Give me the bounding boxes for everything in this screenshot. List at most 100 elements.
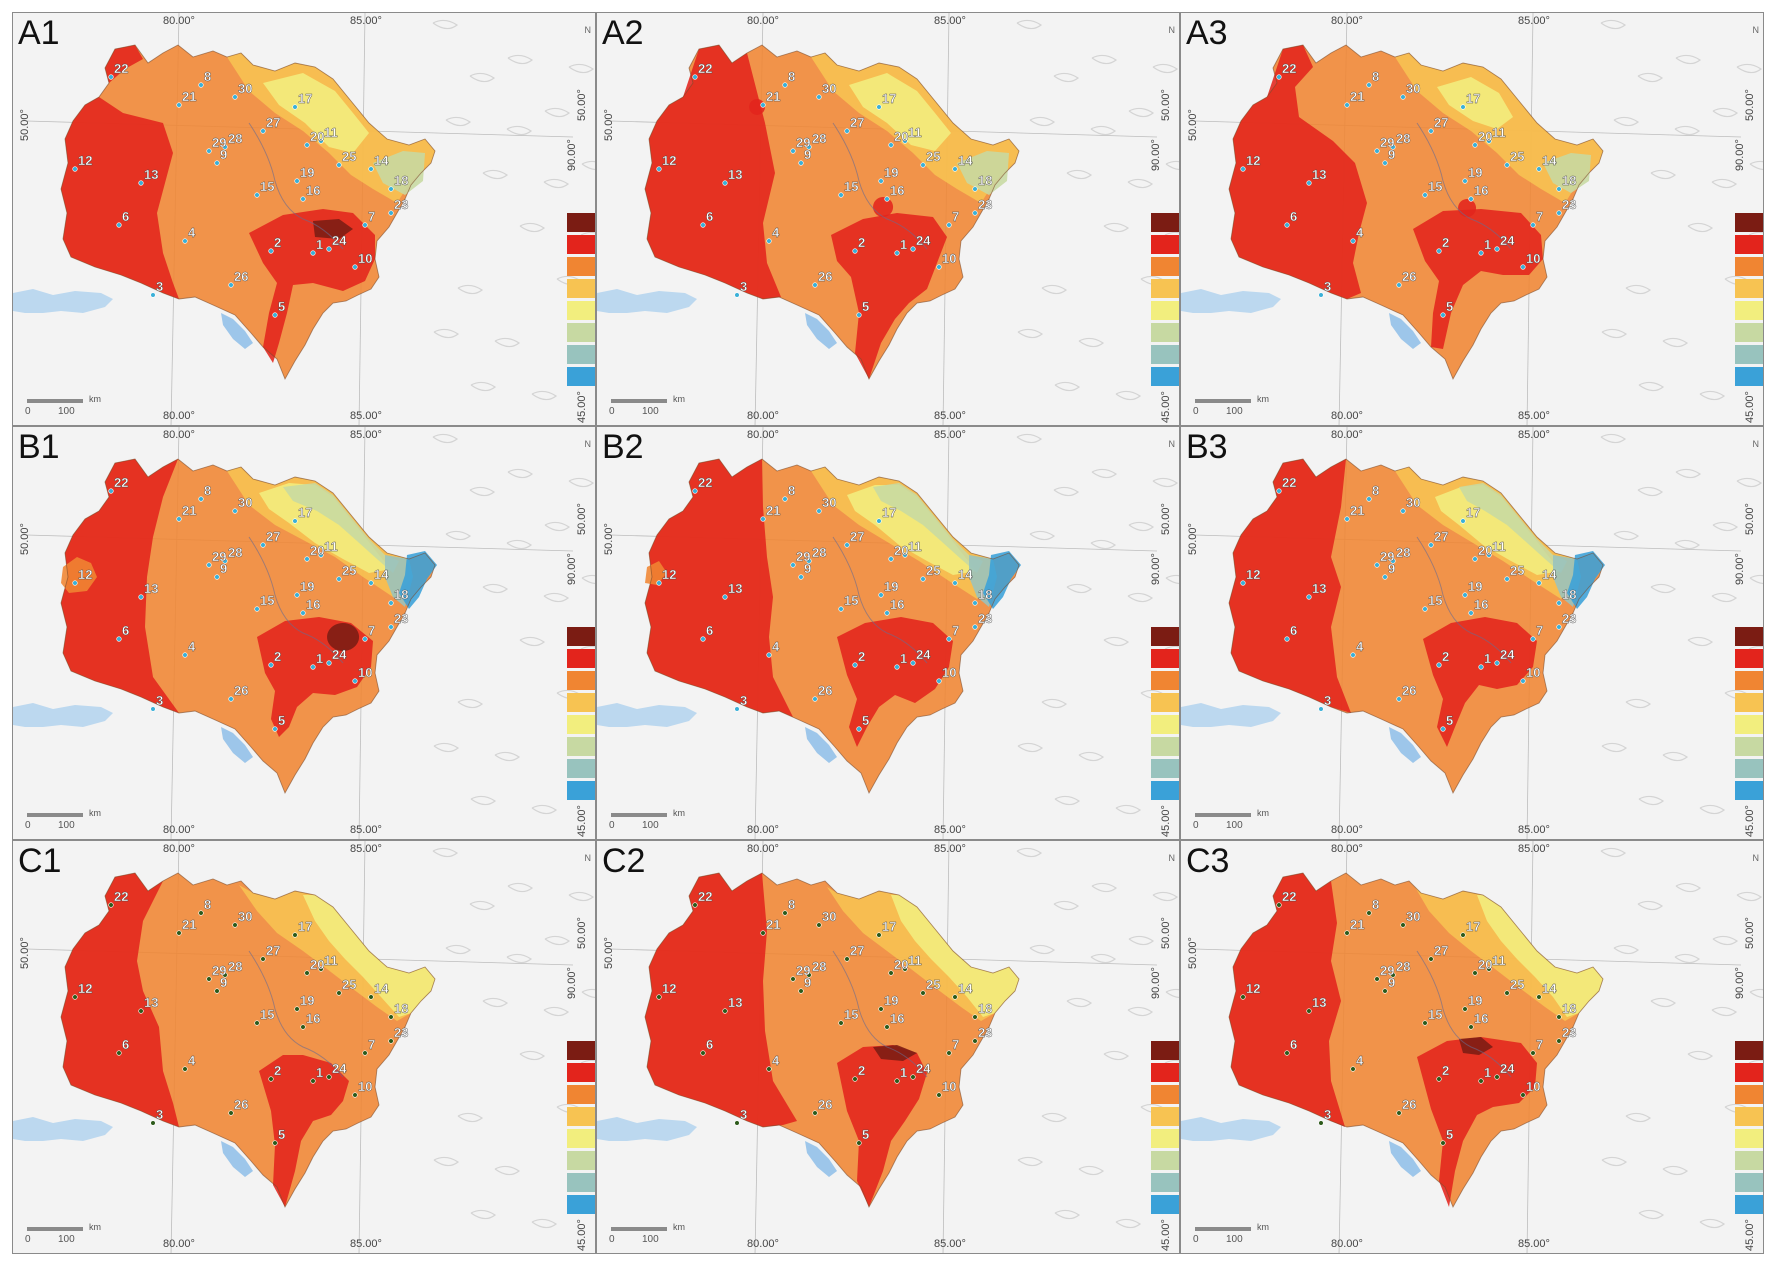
north-arrow-icon: N bbox=[584, 25, 592, 35]
terrain-ridge bbox=[543, 178, 570, 189]
legend-swatch bbox=[1151, 671, 1179, 690]
station-label: 5 bbox=[1446, 1127, 1453, 1142]
station-point bbox=[782, 910, 788, 916]
map-panel-b3: 1 2 3 4 5 6 7 8 9 10 11 12 13 14 15 16 17 18 19 20 21 22 23 24 2… bbox=[1180, 426, 1764, 840]
terrain-ridge bbox=[1601, 1156, 1628, 1167]
terrain-ridge bbox=[531, 1218, 558, 1229]
station-point bbox=[1318, 706, 1324, 712]
lon-90-right-label: 90.00° bbox=[1734, 553, 1746, 585]
station-point bbox=[692, 488, 698, 494]
terrain-ridge bbox=[1128, 935, 1155, 946]
station-point bbox=[656, 994, 662, 1000]
lon-80-bottom-label: 80.00° bbox=[163, 824, 195, 836]
lake bbox=[13, 703, 113, 727]
station-point bbox=[878, 178, 884, 184]
lon-85-top-label: 85.00° bbox=[1518, 15, 1550, 27]
station-point bbox=[1462, 592, 1468, 598]
lon-80-bottom-label: 80.00° bbox=[747, 410, 779, 422]
station-point bbox=[116, 222, 122, 228]
station-label: 23 bbox=[1562, 197, 1576, 212]
river bbox=[1416, 536, 1512, 664]
terrain-ridge bbox=[568, 477, 595, 488]
zone-class-5 bbox=[891, 895, 1019, 1017]
scale-bar-line bbox=[1195, 399, 1251, 403]
station-label: 9 bbox=[220, 561, 227, 576]
terrain-ridge bbox=[1675, 54, 1702, 65]
station-point bbox=[1468, 610, 1474, 616]
terrain-ridge bbox=[432, 19, 459, 30]
station-label: 22 bbox=[1282, 475, 1296, 490]
station-point bbox=[222, 558, 228, 564]
station-point bbox=[1396, 282, 1402, 288]
terrain-ridge bbox=[1600, 19, 1627, 30]
station-point bbox=[1306, 180, 1312, 186]
station-point bbox=[304, 142, 310, 148]
station-label: 1 bbox=[900, 651, 907, 666]
zone-class-2 bbox=[645, 459, 793, 717]
station-label: 12 bbox=[1246, 153, 1260, 168]
station-label: 22 bbox=[114, 889, 128, 904]
station-point bbox=[972, 600, 978, 606]
lon-85-bottom-label: 85.00° bbox=[1518, 1238, 1550, 1250]
station-point bbox=[1460, 518, 1466, 524]
terrain-ridge bbox=[1115, 390, 1142, 401]
lon-85-bottom-label: 85.00° bbox=[1518, 824, 1550, 836]
station-label: 29 bbox=[1380, 963, 1394, 978]
station-point bbox=[884, 196, 890, 202]
station-label: 26 bbox=[1402, 269, 1416, 284]
legend-swatch bbox=[1735, 627, 1763, 646]
lake bbox=[805, 727, 837, 763]
station-point bbox=[722, 594, 728, 600]
station-label: 11 bbox=[908, 953, 922, 968]
river bbox=[248, 122, 344, 250]
zone-class-6 bbox=[873, 483, 983, 573]
legend-swatch bbox=[1735, 367, 1763, 386]
terrain-ridge bbox=[1625, 284, 1652, 295]
station-label: 17 bbox=[298, 505, 312, 520]
terrain-ridge bbox=[507, 468, 534, 479]
station-label: 4 bbox=[772, 1053, 780, 1068]
station-point bbox=[722, 180, 728, 186]
station-label: 11 bbox=[1492, 539, 1506, 554]
station-point bbox=[228, 1110, 234, 1116]
legend-swatch bbox=[1151, 345, 1179, 364]
station-point bbox=[734, 1120, 740, 1126]
station-label: 20 bbox=[1478, 129, 1492, 144]
station-label: 25 bbox=[1510, 977, 1524, 992]
terrain-ridge bbox=[1711, 1006, 1738, 1017]
station-point bbox=[856, 312, 862, 318]
scale-bar: km 0 100 bbox=[25, 808, 147, 836]
station-point bbox=[894, 250, 900, 256]
station-point bbox=[268, 662, 274, 668]
station-label: 4 bbox=[1356, 639, 1364, 654]
lon-80-top-label: 80.00° bbox=[163, 15, 195, 27]
terrain-ridge bbox=[1687, 636, 1714, 647]
station-point bbox=[326, 1074, 332, 1080]
zone-class-2 bbox=[259, 1055, 349, 1207]
station-label: 28 bbox=[1396, 131, 1410, 146]
station-point bbox=[176, 102, 182, 108]
station-label: 25 bbox=[926, 149, 940, 164]
station-point bbox=[182, 1066, 188, 1072]
lat-50-right-label: 50.00° bbox=[1744, 89, 1756, 121]
station-point bbox=[734, 292, 740, 298]
station-label: 21 bbox=[1350, 503, 1364, 518]
scale-zero: 0 bbox=[25, 1234, 31, 1245]
legend-swatch bbox=[1151, 1041, 1179, 1060]
lat-45-right-label: 45.00° bbox=[1160, 805, 1172, 837]
station-label: 20 bbox=[894, 129, 908, 144]
station-point bbox=[876, 518, 882, 524]
legend-swatch bbox=[567, 759, 595, 778]
station-label: 18 bbox=[1562, 587, 1576, 602]
terrain-ridge bbox=[1638, 381, 1665, 392]
scale-unit: km bbox=[1257, 394, 1269, 404]
river bbox=[1416, 122, 1512, 250]
station-label: 6 bbox=[1290, 1037, 1297, 1052]
station-point bbox=[946, 1050, 952, 1056]
station-label: 5 bbox=[1446, 299, 1453, 314]
zone-class-2 bbox=[837, 1045, 927, 1207]
terrain-ridge bbox=[1041, 284, 1068, 295]
terrain-ridge bbox=[507, 882, 534, 893]
